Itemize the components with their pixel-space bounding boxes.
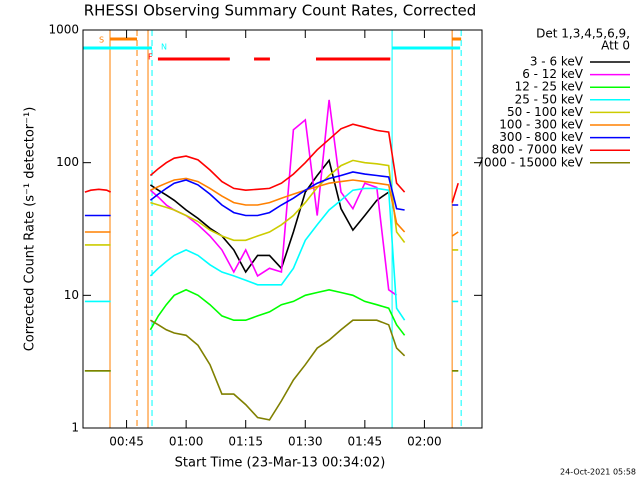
series-line: [84, 288, 459, 372]
flag-label: S: [99, 36, 104, 45]
legend-label: 3 - 6 keV: [530, 55, 584, 69]
x-tick-label: 00:45: [109, 435, 144, 449]
x-tick-label: 01:00: [169, 435, 204, 449]
series-line: [149, 158, 390, 274]
series-line: [149, 99, 398, 296]
y-tick-label: 100: [56, 155, 79, 169]
flag-label: N: [161, 43, 167, 52]
legend-header: Det 1,3,4,5,6,9,: [536, 27, 630, 41]
series-line: [84, 187, 459, 321]
chart-title: RHESSI Observing Summary Count Rates, Co…: [84, 2, 477, 20]
legend-label: 300 - 800 keV: [499, 130, 583, 144]
legend-header: Att 0: [601, 39, 630, 53]
x-tick-label: 02:00: [407, 435, 442, 449]
x-tick-label: 01:15: [228, 435, 263, 449]
legend-label: 6 - 12 keV: [522, 67, 584, 81]
y-tick-label: 1000: [48, 23, 79, 37]
series-line: [84, 171, 459, 217]
plot-frame: [82, 29, 483, 429]
legend-label: 100 - 300 keV: [499, 118, 583, 132]
legend-label: 7000 - 15000 keV: [476, 155, 583, 169]
y-axis-label: Corrected Count Rate (s⁻¹ detector⁻¹): [23, 107, 38, 352]
x-tick-label: 01:45: [348, 435, 383, 449]
x-tick-label: 01:30: [288, 435, 323, 449]
legend-label: 800 - 7000 keV: [492, 143, 584, 157]
y-tick-label: 10: [64, 288, 79, 302]
x-axis-label: Start Time (23-Mar-13 00:34:02): [175, 456, 386, 471]
flag-label: F: [148, 53, 153, 62]
y-tick-label: 1: [71, 421, 79, 435]
series-line: [84, 123, 459, 203]
footer-date: 24-Oct-2021 05:58: [560, 468, 636, 477]
series-line: [84, 177, 459, 237]
legend-label: 12 - 25 keV: [515, 80, 584, 94]
legend-label: 50 - 100 keV: [507, 105, 584, 119]
legend-label: 25 - 50 keV: [515, 92, 584, 106]
series-line: [84, 159, 459, 251]
series-line: [84, 319, 459, 421]
